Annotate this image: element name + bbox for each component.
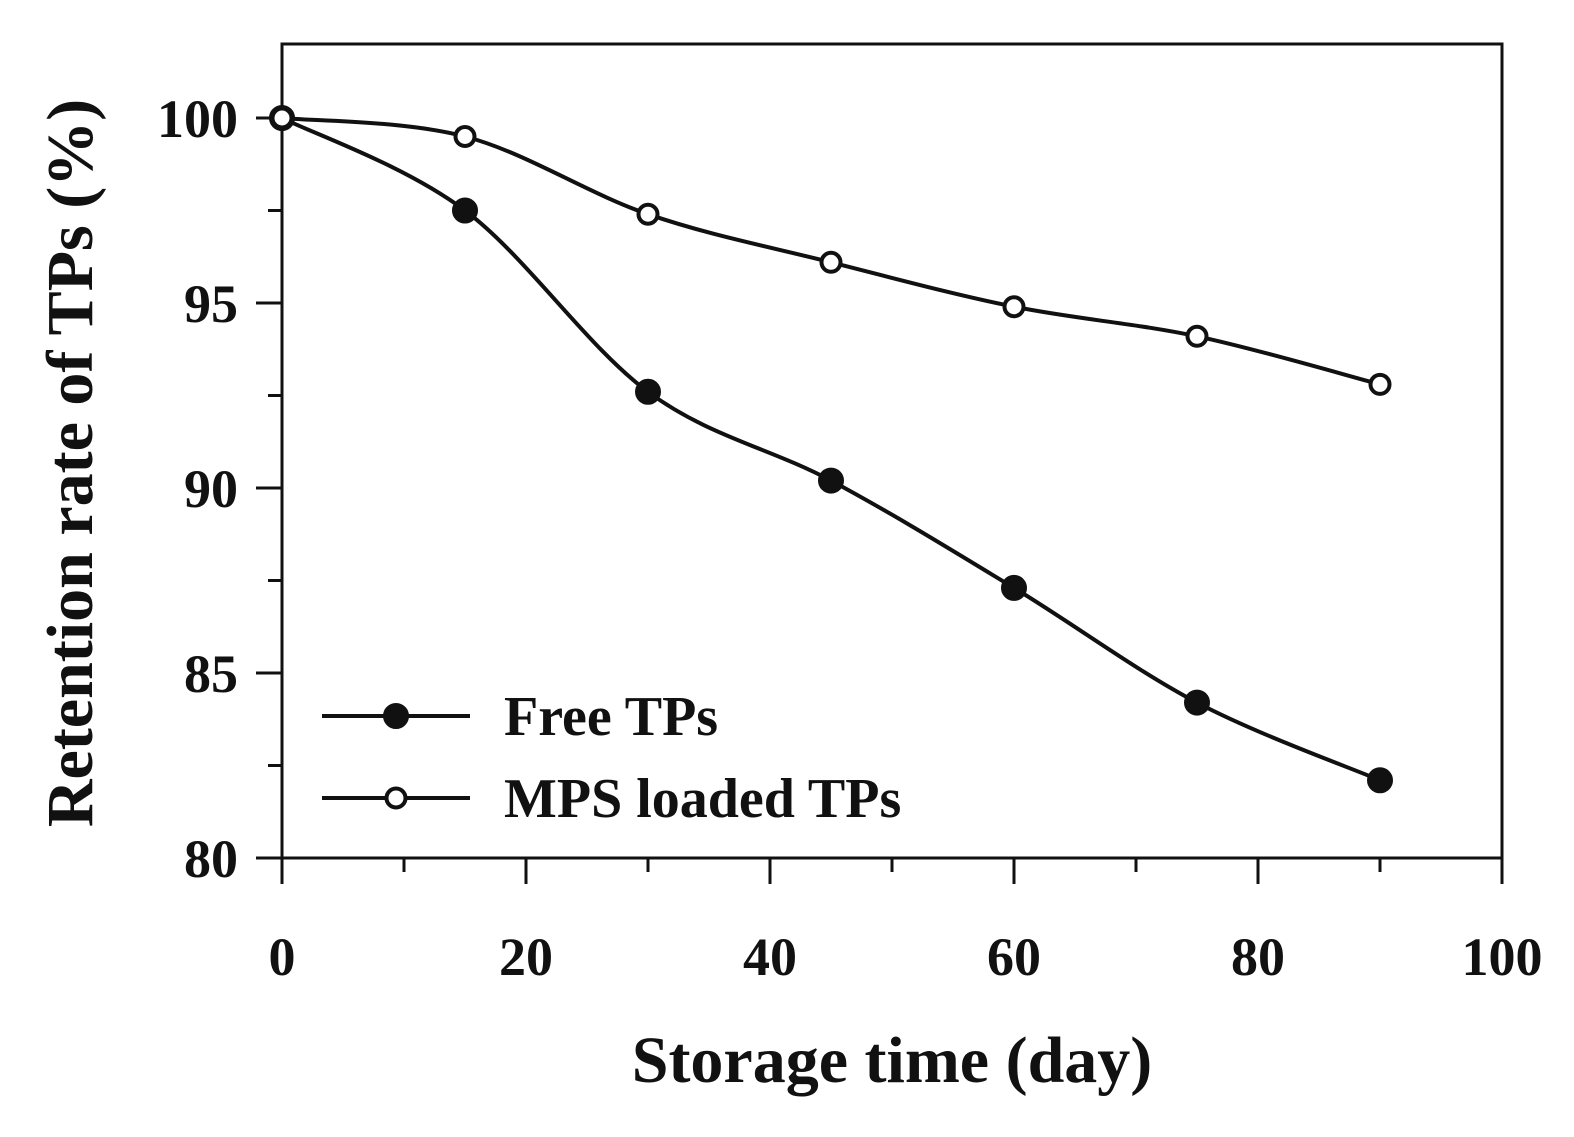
axis-ticks: 0 20 40 60 80 100 80 85 90 95 100 — [157, 89, 1543, 987]
y-tick-label: 90 — [184, 459, 238, 519]
legend: Free TPs MPS loaded TPs — [322, 686, 901, 830]
data-point-free-tps — [452, 197, 478, 224]
data-point-mps-loaded-tps — [1002, 295, 1026, 319]
x-tick-label: 80 — [1231, 927, 1285, 987]
y-tick-label: 85 — [184, 644, 238, 704]
data-point-free-tps — [635, 378, 661, 405]
x-tick-label: 40 — [743, 927, 797, 987]
data-point-free-tps — [1184, 689, 1210, 716]
x-tick-label: 60 — [987, 927, 1041, 987]
legend-label: MPS loaded TPs — [504, 768, 901, 830]
y-axis-title: Retention rate of TPs (%) — [34, 99, 107, 827]
plot-frame — [280, 42, 1504, 860]
x-tick-label: 20 — [499, 927, 553, 987]
legend-marker — [384, 786, 408, 810]
y-tick-label: 100 — [157, 89, 238, 149]
legend-item-free-tps: Free TPs — [322, 686, 718, 748]
data-point-mps-loaded-tps — [819, 250, 843, 274]
series-free-tps — [269, 105, 1393, 794]
legend-marker — [383, 703, 409, 729]
data-point-mps-loaded-tps — [270, 106, 294, 130]
data-point-free-tps — [1001, 574, 1027, 601]
data-point-mps-loaded-tps — [1185, 324, 1209, 348]
series-line-free-tps — [281, 116, 1381, 783]
y-tick-label: 95 — [184, 274, 238, 334]
data-point-mps-loaded-tps — [453, 125, 477, 148]
series-mps-loaded-tps — [270, 106, 1392, 396]
data-point-mps-loaded-tps — [636, 202, 660, 226]
x-tick-label: 0 — [269, 927, 296, 987]
legend-label: Free TPs — [504, 686, 718, 748]
data-point-free-tps — [818, 467, 844, 494]
legend-item-mps-loaded-tps: MPS loaded TPs — [322, 768, 901, 830]
x-tick-label: 100 — [1462, 927, 1543, 987]
data-point-free-tps — [1367, 767, 1393, 794]
data-series — [269, 105, 1393, 794]
x-axis-title: Storage time (day) — [632, 1024, 1153, 1097]
y-tick-label: 80 — [184, 829, 238, 889]
data-point-mps-loaded-tps — [1368, 372, 1392, 396]
plot-border — [280, 42, 1504, 860]
